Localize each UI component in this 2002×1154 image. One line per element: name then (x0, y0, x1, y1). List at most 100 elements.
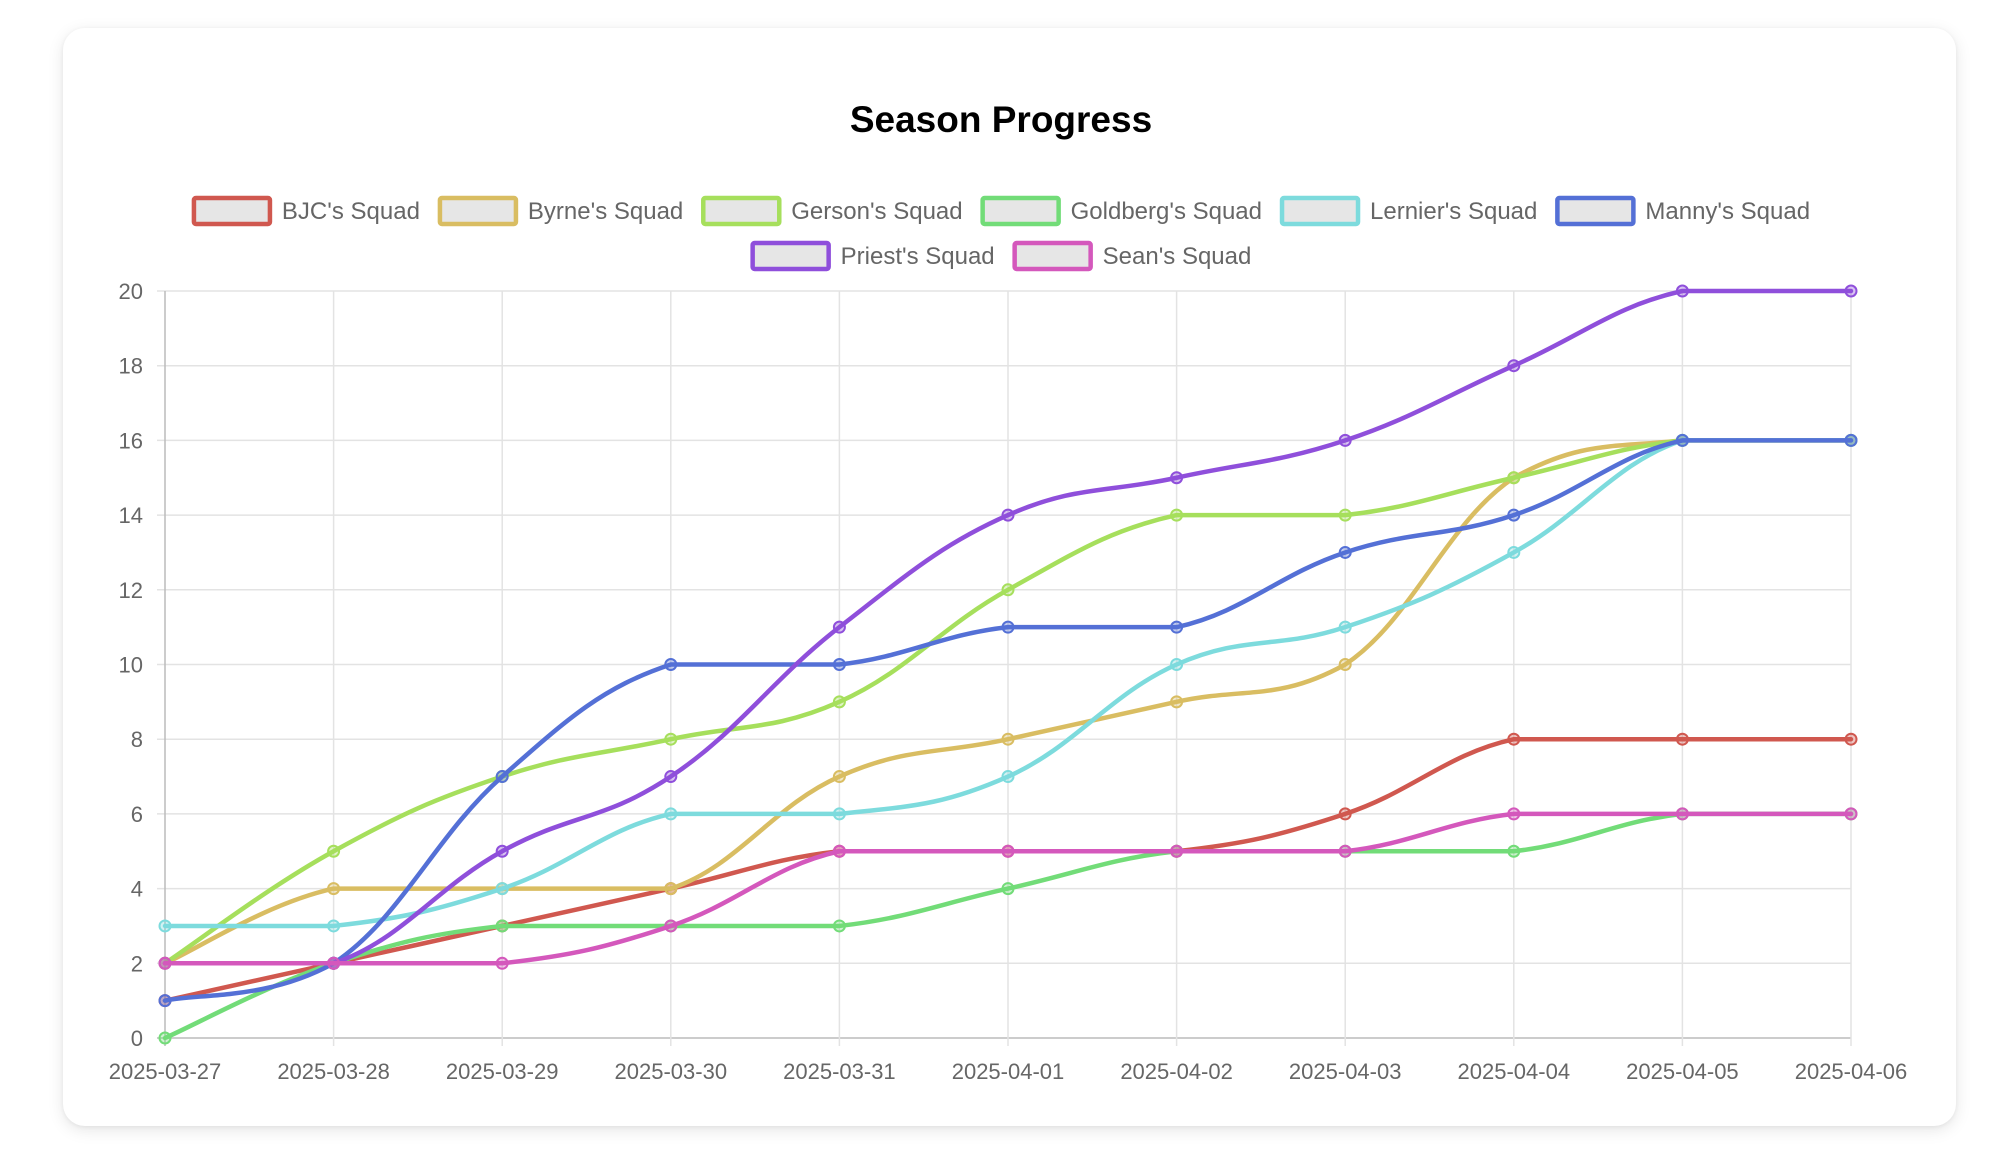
series-group (158, 284, 1858, 1045)
series-line (162, 438, 1854, 966)
data-point[interactable] (1001, 732, 1015, 746)
series-line (162, 811, 1854, 1041)
legend-item-lernier-s-squad[interactable]: Lernier's Squad (1279, 195, 1537, 227)
data-point[interactable] (1170, 471, 1184, 485)
data-point[interactable] (832, 844, 846, 858)
data-point[interactable] (1507, 545, 1521, 559)
data-point[interactable] (1001, 844, 1015, 858)
legend-swatch (1012, 240, 1093, 272)
x-tick-label: 2025-04-06 (1795, 1059, 1908, 1084)
data-point[interactable] (158, 919, 172, 933)
data-point[interactable] (1338, 433, 1352, 447)
data-point[interactable] (1001, 620, 1015, 634)
data-point[interactable] (158, 994, 172, 1008)
data-point[interactable] (1170, 508, 1184, 522)
x-tick-label: 2025-04-04 (1458, 1059, 1571, 1084)
legend-item-bjc-s-squad[interactable]: BJC's Squad (191, 195, 420, 227)
data-point[interactable] (1507, 732, 1521, 746)
series-line (162, 288, 1854, 966)
y-tick-label: 10 (119, 653, 143, 678)
x-tick-label: 2025-03-30 (615, 1059, 728, 1084)
y-tick-label: 8 (131, 727, 143, 752)
data-point[interactable] (327, 919, 341, 933)
data-point[interactable] (1338, 658, 1352, 671)
data-point[interactable] (327, 956, 341, 970)
legend-label: Manny's Squad (1645, 198, 1810, 225)
data-point[interactable] (327, 882, 341, 896)
data-point[interactable] (1338, 508, 1352, 522)
legend-item-gerson-s-squad[interactable]: Gerson's Squad (701, 195, 963, 227)
x-tick-label: 2025-04-05 (1626, 1059, 1739, 1084)
legend-label: Lernier's Squad (1370, 198, 1537, 225)
data-point[interactable] (1675, 433, 1689, 447)
legend-item-byrne-s-squad[interactable]: Byrne's Squad (437, 195, 683, 227)
data-point[interactable] (495, 919, 509, 933)
legend-label: Gerson's Squad (791, 198, 962, 225)
data-point[interactable] (1338, 844, 1352, 858)
data-point[interactable] (1170, 844, 1184, 858)
data-point[interactable] (664, 882, 678, 896)
data-point[interactable] (495, 770, 509, 784)
data-point[interactable] (1001, 583, 1015, 597)
legend-label: Priest's Squad (841, 243, 995, 270)
data-point[interactable] (1507, 807, 1521, 821)
legend-swatch (1279, 195, 1361, 227)
series-sean-s-squad (158, 807, 1858, 970)
data-point[interactable] (664, 732, 678, 746)
y-tick-label: 0 (131, 1026, 143, 1051)
data-point[interactable] (1170, 695, 1184, 709)
data-point[interactable] (1844, 807, 1858, 821)
data-point[interactable] (1844, 732, 1858, 746)
data-point[interactable] (495, 882, 509, 896)
y-tick-label: 6 (131, 802, 143, 827)
data-point[interactable] (1338, 545, 1352, 559)
data-point[interactable] (1675, 732, 1689, 746)
legend-label: Byrne's Squad (528, 198, 683, 225)
data-point[interactable] (158, 956, 172, 970)
data-point[interactable] (832, 658, 846, 671)
data-point[interactable] (1001, 770, 1015, 784)
data-point[interactable] (1507, 471, 1521, 485)
axes: 0 2 4 6 8 10 12 14 16 18 20 2025-03-27 2025-03-28 202… (109, 279, 1908, 1084)
legend-item-priest-s-squad[interactable]: Priest's Squad (750, 240, 995, 272)
data-point[interactable] (1844, 433, 1858, 447)
data-point[interactable] (832, 620, 846, 634)
y-tick-label: 20 (119, 279, 143, 304)
data-point[interactable] (1675, 284, 1689, 298)
data-point[interactable] (832, 807, 846, 821)
data-point[interactable] (832, 919, 846, 933)
data-point[interactable] (1844, 284, 1858, 298)
y-tick-label: 2 (131, 951, 143, 976)
data-point[interactable] (1170, 620, 1184, 634)
data-point[interactable] (664, 807, 678, 821)
y-tick-label: 18 (119, 354, 143, 379)
data-point[interactable] (1001, 508, 1015, 522)
data-point[interactable] (664, 658, 678, 671)
data-point[interactable] (495, 956, 509, 970)
data-point[interactable] (1338, 807, 1352, 821)
legend-swatch (191, 195, 273, 227)
data-point[interactable] (1675, 807, 1689, 821)
data-point[interactable] (1170, 658, 1184, 671)
data-point[interactable] (1507, 359, 1521, 373)
series-priest-s-squad (158, 284, 1858, 970)
legend-swatch (701, 195, 782, 227)
data-point[interactable] (1001, 882, 1015, 896)
legend-item-goldberg-s-squad[interactable]: Goldberg's Squad (980, 195, 1262, 227)
x-tick-label: 2025-03-28 (277, 1059, 390, 1084)
data-point[interactable] (664, 770, 678, 784)
data-point[interactable] (1338, 620, 1352, 634)
data-point[interactable] (158, 1031, 172, 1045)
data-point[interactable] (664, 919, 678, 933)
data-point[interactable] (495, 844, 509, 858)
legend-swatch (750, 240, 831, 272)
data-point[interactable] (832, 695, 846, 709)
data-point[interactable] (327, 844, 341, 858)
legend-item-manny-s-squad[interactable]: Manny's Squad (1555, 195, 1810, 227)
x-tick-label: 2025-03-29 (446, 1059, 559, 1084)
legend-item-sean-s-squad[interactable]: Sean's Squad (1012, 240, 1252, 272)
data-point[interactable] (1507, 508, 1521, 522)
legend-swatch (980, 195, 1061, 227)
data-point[interactable] (1507, 844, 1521, 858)
data-point[interactable] (832, 770, 846, 784)
